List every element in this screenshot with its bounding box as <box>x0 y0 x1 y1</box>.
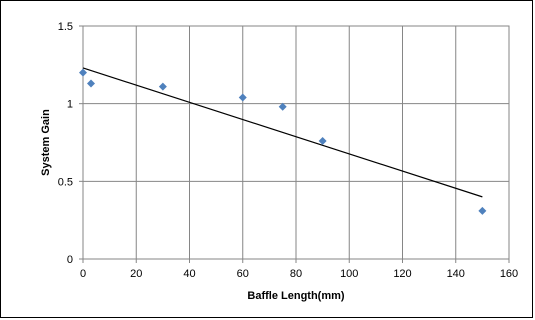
data-points <box>79 68 487 215</box>
x-tick-label: 20 <box>130 268 142 280</box>
x-tick-label: 100 <box>340 268 358 280</box>
x-tick-label: 120 <box>393 268 411 280</box>
data-point <box>86 79 95 88</box>
x-tick-label: 40 <box>183 268 195 280</box>
y-tick-label: 1 <box>67 99 73 111</box>
x-tick-label: 140 <box>447 268 465 280</box>
y-tick-label: 0 <box>67 254 73 266</box>
y-tick-labels: 0 0.5 1 1.5 <box>58 21 73 266</box>
linear-trendline <box>82 67 483 198</box>
x-tick-label: 0 <box>80 268 86 280</box>
x-tick-label: 80 <box>290 268 302 280</box>
data-point <box>318 136 327 145</box>
x-tick-label: 60 <box>237 268 249 280</box>
y-tick-label: 1.5 <box>58 21 73 33</box>
y-tick-label: 0.5 <box>58 176 73 188</box>
x-axis-title: Baffle Length(mm) <box>247 290 345 302</box>
x-tick-labels: 0 20 40 60 80 100 120 140 160 <box>80 268 518 280</box>
data-point <box>79 68 87 77</box>
trendline-group <box>82 67 483 198</box>
data-point <box>238 93 247 102</box>
y-axis-title: System Gain <box>40 109 52 176</box>
data-point <box>158 82 167 91</box>
x-tick-label: 160 <box>500 268 518 280</box>
data-point <box>278 102 287 111</box>
data-point <box>478 206 487 215</box>
grid <box>79 25 510 263</box>
